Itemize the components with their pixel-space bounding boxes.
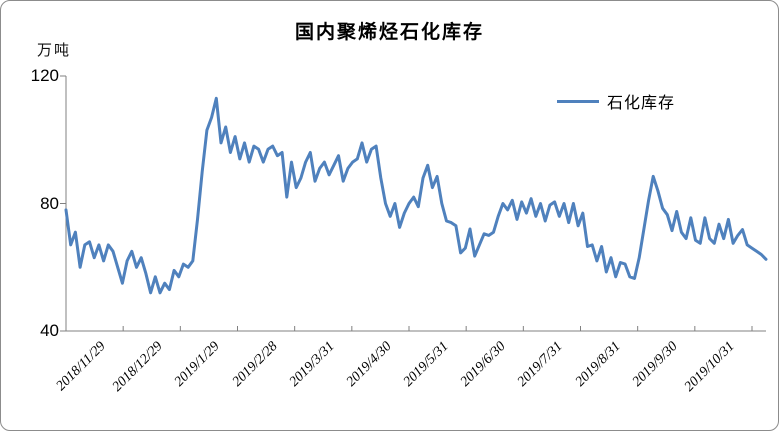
y-axis-tick-label: 40	[40, 321, 59, 340]
legend-line-swatch	[557, 99, 599, 103]
axes	[60, 75, 766, 332]
legend: 石化库存	[557, 89, 675, 113]
y-axis-tick-label: 120	[30, 66, 59, 85]
y-axis-unit-label: 万吨	[37, 43, 72, 59]
inventory-series-line	[64, 96, 768, 295]
y-axis-tick-label: 80	[40, 193, 59, 213]
legend-series-label: 石化库存	[607, 95, 676, 112]
chart-title: 国内聚烯烃石化库存	[294, 22, 484, 43]
